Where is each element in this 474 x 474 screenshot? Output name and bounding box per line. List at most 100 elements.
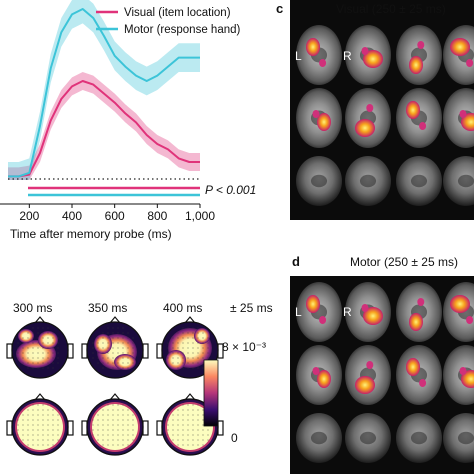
electrode-dot [102,424,104,426]
electrode-dot [17,424,19,426]
electrode-dot [117,429,119,431]
electrode-dot [182,337,184,339]
electrode-dot [117,409,119,411]
c-slice-2-3 [443,156,474,206]
electrode-dot [102,362,104,364]
electrode-dot [167,424,169,426]
electrode-dot [122,439,124,441]
electrode-dot [37,367,39,369]
electrode-dot [32,434,34,436]
electrode-dot [32,347,34,349]
electrode-dot [132,337,134,339]
electrode-dot [37,419,39,421]
electrode-dot [42,327,44,329]
c-slice-2-1 [345,156,391,206]
electrode-dot [102,419,104,421]
electrode-dot [207,439,209,441]
electrode-dot [192,337,194,339]
electrode-dot [167,342,169,344]
electrode-dot [172,347,174,349]
topomap-outline-5 [161,398,219,456]
electrode-dot [112,367,114,369]
series-line-1 [8,8,200,178]
electrode-dot [182,404,184,406]
electrode-dot [122,414,124,416]
electrode-dot [37,444,39,446]
electrode-dot [27,342,29,344]
c-activation-1-1 [355,119,375,137]
electrode-dot [27,414,29,416]
electrode-dot [92,434,94,436]
electrode-dot [47,409,49,411]
electrode-dot [102,347,104,349]
electrode-dot [117,444,119,446]
electrode-dot [47,439,49,441]
d-slice-2-3 [443,413,474,463]
electrode-dot [92,357,94,359]
c-activation-small-0-2 [417,41,425,49]
electrode-dot [107,434,109,436]
electrode-dot [177,357,179,359]
electrode-dot [182,367,184,369]
electrode-dot [107,352,109,354]
electrode-dot [112,332,114,334]
electrode-dot [117,367,119,369]
d-activation-small-0-0 [319,316,327,324]
electrode-dot [202,429,204,431]
electrode-dot [192,362,194,364]
electrode-dot [97,362,99,364]
electrode-dot [197,367,199,369]
electrode-dot [122,352,124,354]
electrode-dot [97,347,99,349]
electrode-dot [92,424,94,426]
electrode-dot [102,342,104,344]
electrode-dot [102,414,104,416]
electrode-dot [42,439,44,441]
d-slice-0-0 [296,282,342,342]
electrode-dot [92,419,94,421]
electrode-dot [32,352,34,354]
electrode-dot [57,347,59,349]
electrode-dot [17,342,19,344]
c-slice-2-2 [396,156,442,206]
electrode-dot [102,444,104,446]
electrode-dot [107,439,109,441]
electrode-dot [92,347,94,349]
electrode-dot [197,332,199,334]
d-slice-2-1 [345,413,391,463]
electrode-dot [172,419,174,421]
electrode-dot [22,357,24,359]
topomap-nose-4 [109,393,121,401]
electrode-dot [22,429,24,431]
colorbar-max-label: 8 × 10⁻³ [222,340,266,354]
topomap-3 [6,393,74,456]
electrode-dot [107,337,109,339]
topomap-ear-left-3 [6,420,13,436]
electrode-dot [127,429,129,431]
d-slice-1-2 [396,345,442,405]
electrode-dot [107,327,109,329]
x-tick-label-1: 400 [62,209,82,223]
electrode-dot [197,404,199,406]
panel-d-right-label: R [343,305,352,319]
electrode-dot [182,419,184,421]
x-tick-group: 200 400 600 800 1,000 [19,204,215,223]
electrode-dot [57,419,59,421]
electrode-dot [52,419,54,421]
electrode-dot [107,332,109,334]
topomap-ear-left-2 [156,343,163,359]
electrode-dot [127,424,129,426]
electrode-dot [17,434,19,436]
c-slice-2-0 [296,156,342,206]
d-activation-0-0 [306,295,320,313]
electrode-dot [112,362,114,364]
topomap-ear-right-3 [67,420,74,436]
topomap-nose-3 [34,393,46,401]
electrode-dot [27,434,29,436]
electrode-dot [187,347,189,349]
electrode-dot [197,439,199,441]
electrode-dot [182,352,184,354]
d-activation-1-1 [355,376,375,394]
electrode-dot [182,414,184,416]
c-activation-small-0-3 [466,59,474,67]
